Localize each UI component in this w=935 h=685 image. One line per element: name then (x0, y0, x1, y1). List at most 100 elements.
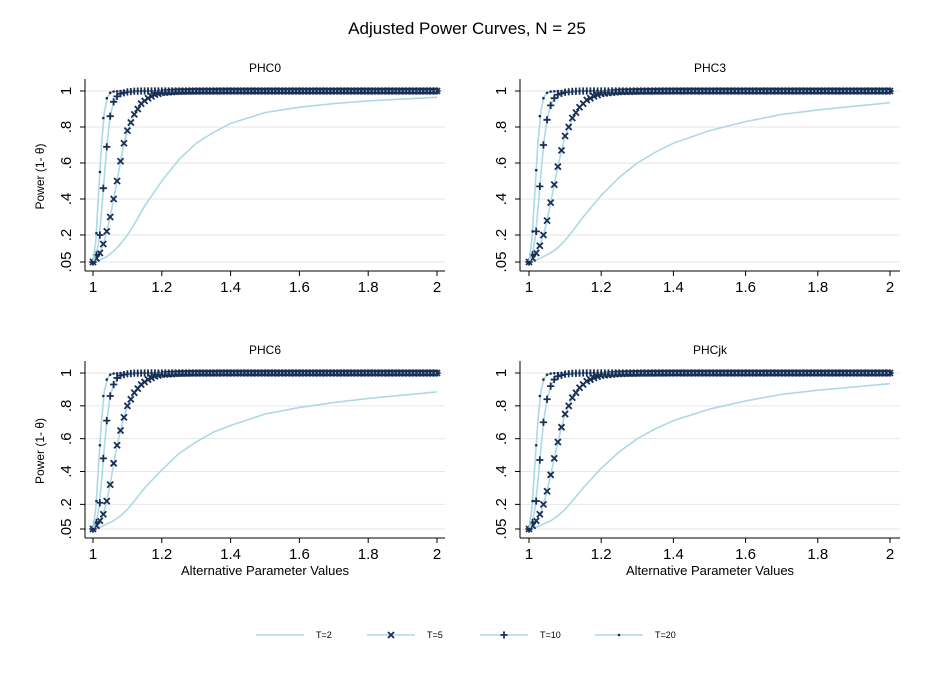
data-point (550, 454, 558, 463)
data-point (838, 371, 841, 375)
data-point (565, 402, 573, 410)
data-point (356, 89, 360, 93)
data-point (547, 198, 555, 207)
data-point (621, 371, 625, 375)
data-point (708, 371, 711, 375)
data-point (599, 371, 603, 375)
data-point (838, 89, 841, 93)
x-tick-label: 1 (89, 546, 97, 563)
data-point (301, 89, 305, 93)
data-point (201, 89, 205, 93)
data-point (126, 371, 129, 375)
data-point (697, 371, 700, 375)
data-point (820, 89, 823, 93)
data-point (547, 471, 555, 479)
data-point (556, 89, 560, 93)
data-point (805, 89, 809, 93)
series-line (528, 382, 891, 530)
data-point (167, 371, 170, 375)
series-t20 (527, 371, 892, 531)
y-tick-label: .6 (58, 157, 75, 170)
data-point (809, 89, 812, 93)
data-point (218, 89, 222, 93)
data-point (160, 371, 164, 375)
data-point (820, 371, 823, 375)
data-point (780, 89, 783, 93)
data-point (95, 499, 98, 503)
data-point (704, 89, 708, 93)
data-point (639, 89, 643, 93)
data-point (311, 89, 315, 93)
data-point (841, 89, 845, 93)
y-tick-label: .8 (493, 121, 510, 134)
data-point (432, 371, 435, 375)
data-point (603, 89, 607, 93)
data-point (874, 371, 877, 375)
data-point (122, 89, 126, 93)
data-point (318, 89, 322, 93)
data-point (106, 213, 114, 221)
data-point (693, 89, 697, 93)
data-point (157, 89, 160, 93)
x-tick-label: 1.4 (220, 279, 241, 296)
y-tick-label: .2 (58, 498, 75, 511)
x-tick-label: 1.8 (807, 546, 828, 563)
data-point (418, 371, 422, 375)
data-point (794, 371, 798, 375)
data-point (260, 371, 263, 375)
panel-phc6: PHC6 .05 .2 .4 .6 .8 1 1 1.2 1.4 1.6 1.8 2 Power (1- … (33, 343, 445, 578)
data-point (106, 481, 114, 489)
data-point (661, 371, 664, 375)
data-point (571, 371, 574, 375)
data-point (249, 89, 253, 93)
data-point (776, 371, 780, 375)
data-point (636, 371, 639, 375)
series-line (92, 96, 438, 263)
data-point (356, 371, 360, 375)
data-point (567, 371, 571, 375)
data-point (280, 89, 284, 93)
data-point (99, 240, 107, 248)
data-point (339, 89, 342, 93)
data-point (654, 371, 657, 375)
data-point (346, 371, 349, 375)
data-point (119, 371, 122, 375)
data-point (856, 89, 859, 93)
data-point (188, 371, 191, 375)
data-point (769, 371, 773, 375)
data-point (127, 395, 135, 403)
x-tick-label: 1.8 (807, 279, 828, 296)
data-point (679, 89, 682, 93)
data-point (744, 371, 747, 375)
series-line (92, 90, 437, 263)
data-point (661, 89, 664, 93)
data-point (325, 89, 329, 93)
data-point (291, 371, 294, 375)
data-point (697, 89, 700, 93)
data-point (543, 116, 551, 124)
data-point (563, 371, 567, 375)
data-point (129, 371, 133, 375)
data-point (243, 371, 246, 375)
data-point (177, 89, 181, 93)
data-point (542, 96, 545, 100)
y-tick-label: .4 (493, 465, 510, 478)
data-point (751, 371, 755, 375)
data-point (625, 371, 628, 375)
data-point (672, 89, 675, 93)
data-point (845, 89, 848, 93)
data-point (657, 371, 661, 375)
data-point (646, 89, 650, 93)
data-point (802, 371, 805, 375)
y-tick-label: 1 (58, 369, 75, 377)
data-point (758, 89, 762, 93)
data-point (191, 371, 195, 375)
data-point (603, 371, 607, 375)
y-tick-label: .4 (58, 193, 75, 206)
data-point (845, 371, 848, 375)
data-point (557, 146, 566, 155)
data-point (596, 371, 599, 375)
y-tick-label: .8 (58, 121, 75, 134)
series-line (528, 90, 890, 263)
